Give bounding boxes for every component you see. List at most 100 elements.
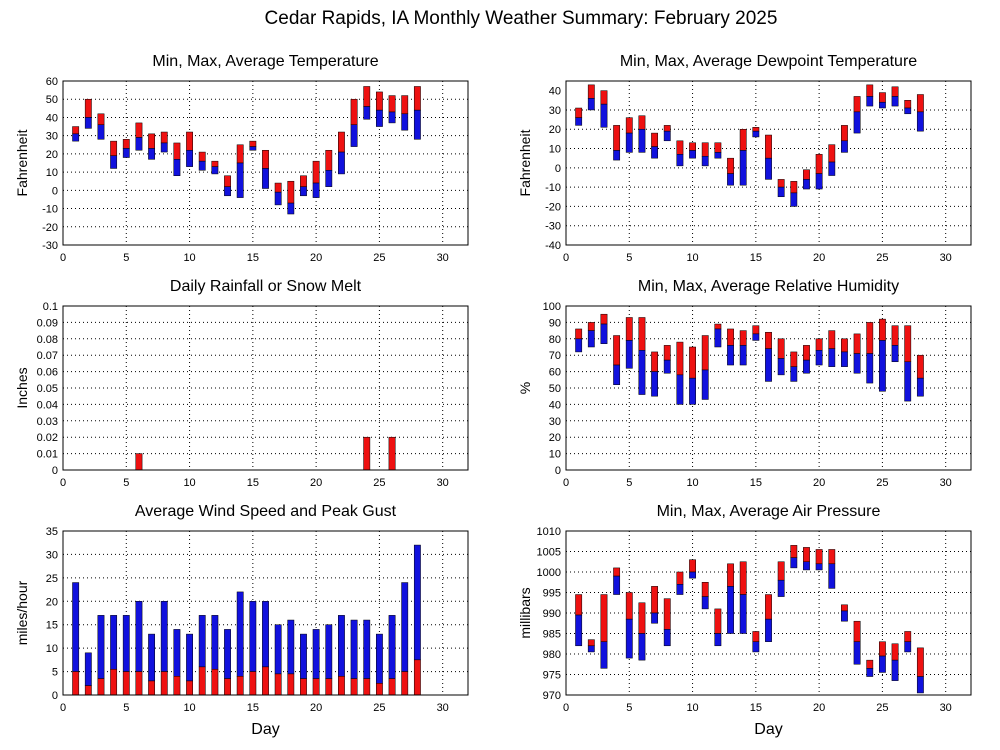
y-tick-label: 100	[543, 301, 561, 313]
bar-max-segment	[135, 122, 143, 138]
bar-max-segment	[388, 95, 396, 113]
bar-avg-segment	[97, 678, 105, 696]
bar-max-segment	[701, 142, 709, 157]
bar-max-segment	[651, 586, 659, 614]
x-tick-label: 15	[247, 252, 259, 264]
bar-max-segment	[600, 594, 608, 642]
bar-min-segment	[575, 117, 583, 126]
bar-min-segment	[651, 371, 659, 397]
bar-min-segment	[853, 641, 861, 665]
bar-max-segment	[815, 549, 823, 565]
bar-max-segment	[625, 317, 633, 341]
x-tick-label: 0	[563, 477, 569, 489]
bar-max-segment	[676, 341, 684, 376]
bar-min-segment	[613, 364, 621, 385]
y-tick-label: 15	[46, 620, 58, 632]
bar-max-segment	[790, 181, 798, 194]
bar-min-segment	[236, 162, 244, 198]
bar-gust-segment	[72, 582, 80, 672]
bar-avg-segment	[312, 678, 320, 696]
bar-min-segment	[72, 133, 80, 142]
y-tick-label: -20	[42, 222, 58, 234]
bar-max-segment	[84, 98, 92, 118]
chart-title: Daily Rainfall or Snow Melt	[170, 278, 362, 295]
y-tick-label: -30	[42, 240, 58, 252]
bar-max-segment	[148, 133, 156, 149]
x-tick-label: 15	[247, 477, 259, 489]
bar-rain	[388, 436, 396, 471]
bar-min-segment	[84, 117, 92, 129]
bar-min-segment	[727, 173, 734, 186]
bar-max-segment	[224, 175, 231, 187]
bar-min-segment	[739, 150, 747, 186]
y-tick-label: 0.08	[37, 334, 58, 346]
bar-min-segment	[135, 137, 143, 151]
y-tick-label: 0.05	[37, 383, 58, 395]
bar-min-segment	[312, 182, 320, 198]
bar-max-segment	[790, 351, 798, 367]
x-tick-label: 0	[60, 252, 66, 264]
bar-min-segment	[224, 186, 231, 197]
bar-gust-segment	[325, 624, 333, 679]
y-tick-label: -30	[545, 221, 561, 233]
x-tick-label: 30	[940, 252, 952, 264]
x-axis-label: Day	[251, 721, 279, 738]
y-tick-label: 25	[46, 573, 58, 585]
bar-avg-segment	[224, 678, 231, 696]
bar-min-segment	[676, 584, 684, 595]
y-tick-label: 40	[549, 86, 561, 98]
bar-max-segment	[777, 338, 785, 359]
y-tick-label: 10	[549, 449, 561, 461]
bar-max-segment	[841, 125, 848, 142]
y-tick-label: 0.04	[37, 399, 58, 411]
bar-gust-segment	[287, 619, 295, 675]
bar-min-segment	[587, 330, 595, 348]
bar-max-segment	[752, 631, 760, 642]
y-axis-label: Inches	[14, 367, 30, 408]
y-tick-label: 1000	[537, 567, 561, 579]
figure-title: Cedar Rapids, IA Monthly Weather Summary…	[265, 8, 778, 29]
bar-max-segment	[211, 160, 219, 167]
bar-max-segment	[904, 100, 912, 109]
bar-max-segment	[916, 647, 924, 677]
bar-min-segment	[663, 629, 671, 647]
bar-max-segment	[401, 95, 409, 115]
bar-min-segment	[575, 614, 583, 647]
x-tick-label: 20	[310, 477, 322, 489]
chart-dew: Min, Max, Average Dewpoint Temperature -4…	[517, 53, 972, 264]
x-tick-label: 20	[813, 702, 825, 714]
bar-max-segment	[638, 115, 646, 130]
bar-max-segment	[803, 547, 810, 563]
x-tick-label: 10	[183, 702, 195, 714]
bar-max-segment	[803, 345, 810, 361]
y-tick-label: 30	[549, 416, 561, 428]
bar-avg-segment	[375, 683, 383, 696]
bar-max-segment	[714, 142, 722, 153]
bar-min-segment	[575, 338, 583, 353]
bar-max-segment	[110, 140, 118, 156]
bar-max-segment	[689, 142, 696, 151]
bar-max-segment	[803, 169, 810, 180]
bar-min-segment	[727, 586, 734, 634]
bar-gust-segment	[413, 544, 421, 661]
bar-max-segment	[663, 125, 671, 132]
bar-min-segment	[625, 132, 633, 153]
bar-avg-segment	[363, 678, 371, 696]
bar-avg-segment	[122, 671, 130, 696]
bar-min-segment	[815, 350, 823, 366]
bar-gust-segment	[110, 615, 118, 670]
bar-avg-segment	[211, 668, 219, 696]
bar-avg-segment	[160, 671, 168, 696]
bar-min-segment	[752, 333, 760, 341]
bar-avg-segment	[135, 671, 143, 696]
x-tick-label: 5	[123, 702, 129, 714]
bar-max-segment	[790, 545, 798, 558]
bar-gust-segment	[338, 615, 345, 677]
bar-avg-segment	[186, 680, 193, 696]
bar-avg-segment	[84, 685, 92, 696]
bar-max-segment	[676, 140, 684, 155]
bar-max-segment	[828, 330, 836, 349]
x-tick-label: 5	[123, 477, 129, 489]
bar-min-segment	[186, 149, 193, 167]
y-tick-label: 40	[46, 112, 58, 124]
